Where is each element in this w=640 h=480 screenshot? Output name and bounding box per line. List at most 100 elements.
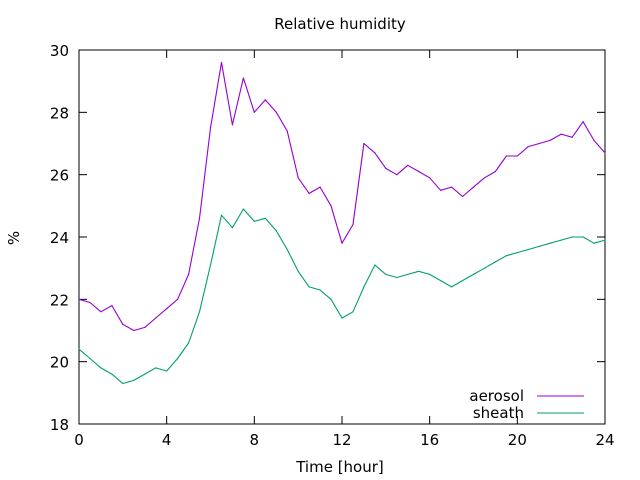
legend-label-aerosol: aerosol — [469, 387, 524, 405]
data-point-sheath — [418, 270, 420, 272]
data-point-aerosol — [341, 242, 343, 244]
y-tick-label: 18 — [50, 416, 69, 434]
data-point-aerosol — [198, 217, 201, 219]
data-point-sheath — [396, 276, 398, 279]
y-tick-label: 22 — [50, 291, 69, 309]
y-axis-label: % — [5, 231, 23, 245]
data-point-sheath — [308, 286, 310, 288]
data-point-aerosol — [396, 174, 398, 176]
data-point-aerosol — [538, 142, 540, 145]
y-tick-label: 28 — [50, 104, 69, 122]
data-point-aerosol — [527, 146, 529, 148]
series-line-sheath — [78, 208, 606, 385]
data-point-aerosol — [188, 273, 190, 275]
data-point-aerosol — [516, 155, 518, 157]
data-point-aerosol — [505, 155, 507, 157]
data-point-sheath — [341, 317, 343, 319]
data-point-aerosol — [582, 121, 584, 123]
series-lines — [78, 61, 606, 385]
data-point-sheath — [440, 280, 442, 282]
data-point-aerosol — [549, 139, 551, 141]
data-point-aerosol — [418, 170, 420, 173]
data-point-sheath — [253, 220, 255, 222]
data-point-sheath — [604, 239, 606, 241]
legend-label-sheath: sheath — [473, 404, 524, 422]
data-point-sheath — [78, 348, 80, 350]
data-point-aerosol — [122, 323, 124, 325]
data-point-aerosol — [440, 189, 442, 191]
data-point-aerosol — [385, 167, 387, 169]
data-point-aerosol — [593, 139, 595, 141]
data-point-aerosol — [264, 99, 266, 101]
data-point-sheath — [505, 255, 507, 257]
series-line-aerosol — [78, 61, 606, 332]
data-point-aerosol — [166, 308, 168, 310]
data-point-aerosol — [220, 61, 223, 64]
data-point-aerosol — [78, 298, 80, 300]
data-point-aerosol — [374, 152, 376, 154]
y-tick-label: 20 — [50, 354, 69, 372]
data-point-sheath — [144, 373, 146, 375]
data-point-sheath — [275, 230, 277, 232]
data-point-sheath — [374, 264, 376, 266]
data-point-sheath — [527, 248, 529, 251]
data-point-aerosol — [494, 170, 496, 173]
chart-title: Relative humidity — [274, 15, 406, 33]
data-point-sheath — [538, 245, 540, 247]
y-tick-label: 24 — [50, 229, 69, 247]
data-point-sheath — [461, 280, 464, 282]
data-point-sheath — [286, 248, 288, 251]
data-point-aerosol — [560, 133, 562, 135]
data-point-sheath — [363, 286, 365, 288]
x-tick-label: 24 — [595, 431, 614, 449]
data-point-aerosol — [352, 223, 354, 226]
x-tick-label: 4 — [162, 431, 172, 449]
data-point-aerosol — [286, 130, 288, 132]
data-point-aerosol — [231, 124, 233, 126]
data-point-aerosol — [604, 152, 606, 154]
x-tick-label: 12 — [332, 431, 351, 449]
data-point-sheath — [472, 273, 475, 275]
data-point-aerosol — [297, 177, 299, 179]
data-point-sheath — [593, 242, 595, 244]
data-point-sheath — [111, 373, 113, 375]
data-point-aerosol — [89, 301, 91, 304]
y-tick-label: 26 — [50, 167, 69, 185]
data-point-sheath — [264, 217, 266, 219]
data-point-aerosol — [100, 311, 102, 313]
data-point-sheath — [483, 267, 486, 269]
y-tick-label: 30 — [50, 42, 69, 60]
data-point-sheath — [209, 264, 212, 266]
data-point-aerosol — [407, 164, 409, 166]
data-point-aerosol — [319, 186, 321, 188]
data-point-sheath — [133, 379, 135, 381]
y-axis: 18 20 22 24 26 28 30 — [50, 42, 605, 434]
data-point-aerosol — [155, 317, 157, 319]
data-point-aerosol — [209, 127, 212, 129]
data-point-aerosol — [111, 305, 113, 307]
data-point-sheath — [177, 357, 179, 360]
data-point-aerosol — [483, 177, 486, 179]
data-point-sheath — [155, 367, 157, 369]
data-point-aerosol — [275, 111, 277, 113]
data-point-sheath — [582, 236, 584, 238]
data-point-sheath — [231, 227, 233, 229]
data-point-sheath — [549, 242, 551, 244]
data-point-sheath — [122, 382, 124, 385]
data-point-sheath — [319, 289, 321, 291]
data-point-aerosol — [177, 298, 179, 300]
data-point-sheath — [220, 214, 223, 216]
x-tick-label: 0 — [74, 431, 84, 449]
data-point-sheath — [560, 239, 562, 241]
data-point-aerosol — [308, 192, 310, 194]
x-axis: 0 4 8 12 16 20 24 — [74, 50, 615, 449]
data-point-sheath — [385, 273, 387, 275]
data-point-sheath — [89, 357, 91, 360]
x-tick-label: 16 — [420, 431, 439, 449]
data-point-aerosol — [144, 326, 146, 328]
data-point-sheath — [407, 273, 409, 275]
data-point-sheath — [429, 273, 431, 275]
data-point-aerosol — [571, 136, 573, 138]
